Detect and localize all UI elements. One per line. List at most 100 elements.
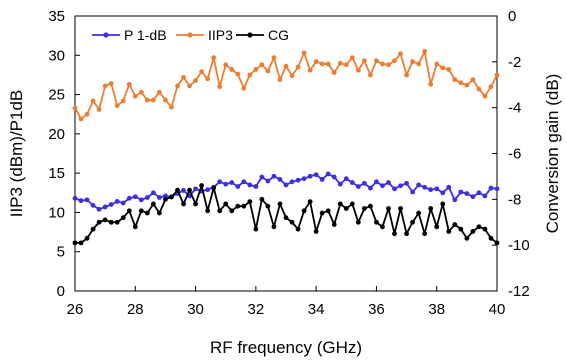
data-point [90, 202, 96, 208]
x-tick-label: 36 [368, 301, 385, 318]
data-point [253, 67, 259, 72]
data-point [416, 182, 422, 188]
data-point [102, 83, 108, 89]
data-point [494, 186, 500, 192]
data-point [355, 67, 361, 73]
data-point [205, 187, 211, 193]
data-point [398, 206, 403, 211]
data-point [271, 173, 277, 179]
data-point [386, 206, 391, 211]
data-point [126, 195, 132, 201]
data-point [355, 219, 361, 225]
data-point [229, 208, 235, 214]
data-point [470, 194, 476, 200]
data-point [488, 84, 494, 90]
right-tick-label: -2 [508, 54, 521, 71]
left-axis-title: IIP3 (dBm)/P1dB [7, 90, 26, 218]
data-point [440, 190, 446, 196]
data-point [458, 226, 464, 232]
data-point [392, 186, 397, 192]
series-iip3 [72, 48, 500, 122]
data-point [446, 67, 452, 72]
data-point [169, 104, 174, 110]
data-point [410, 219, 415, 225]
data-point [464, 191, 470, 196]
data-point [150, 97, 156, 103]
legend-label: P 1-dB [124, 27, 167, 43]
data-point [150, 190, 156, 196]
data-point [205, 208, 211, 214]
data-point [169, 194, 174, 200]
data-point [410, 59, 415, 64]
data-point [319, 210, 325, 216]
data-point [229, 67, 235, 72]
data-point [325, 61, 331, 67]
data-point [259, 174, 265, 180]
data-point [380, 61, 385, 67]
data-point [138, 89, 144, 95]
data-point [175, 187, 180, 193]
data-point [331, 70, 337, 75]
data-point [476, 190, 482, 196]
data-point [361, 180, 367, 186]
data-point [181, 188, 186, 193]
data-point [72, 105, 78, 111]
data-point [313, 172, 319, 178]
data-point [458, 189, 464, 195]
data-point [392, 231, 397, 237]
data-point [331, 222, 337, 227]
data-point [126, 81, 132, 87]
data-point [72, 240, 78, 246]
legend-entry: CG [236, 27, 289, 43]
data-point [259, 196, 265, 202]
data-point [120, 98, 126, 104]
data-point [102, 204, 108, 210]
data-point [187, 187, 192, 193]
data-point [476, 224, 482, 230]
data-point [440, 65, 446, 71]
data-point [488, 235, 494, 241]
left-tick-label: 5 [57, 244, 65, 261]
data-point [470, 229, 476, 234]
data-point [374, 219, 379, 225]
data-point [84, 197, 90, 203]
data-point [343, 206, 349, 211]
legend-entry: P 1-dB [92, 27, 167, 43]
data-point [193, 186, 198, 192]
data-point [428, 81, 434, 87]
right-tick-label: -10 [508, 237, 530, 254]
data-point [307, 199, 313, 205]
data-point [199, 183, 205, 188]
data-point [283, 215, 289, 221]
data-point [259, 62, 265, 68]
data-point [452, 222, 458, 227]
data-point [132, 224, 138, 230]
data-point [271, 224, 277, 230]
left-tick-label: 15 [48, 165, 65, 182]
data-point [337, 181, 343, 187]
data-point [265, 68, 271, 74]
left-tick-label: 10 [48, 204, 65, 221]
data-point [283, 182, 289, 188]
legend-label: IIP3 [208, 27, 233, 43]
data-point [374, 58, 379, 64]
data-point [422, 48, 428, 54]
data-point [108, 81, 114, 86]
data-point [289, 73, 295, 79]
data-point [157, 210, 162, 216]
data-point [126, 208, 132, 214]
data-point [307, 67, 313, 73]
data-point [235, 184, 241, 189]
data-point [428, 187, 434, 193]
data-point [90, 98, 96, 104]
data-point [464, 235, 470, 241]
data-point [380, 224, 385, 230]
data-point [144, 195, 150, 200]
series-layer [72, 48, 500, 246]
data-point [211, 185, 217, 191]
data-point [96, 219, 102, 225]
x-tick-label: 40 [489, 301, 506, 318]
legend-swatch-marker [103, 32, 109, 38]
data-point [428, 206, 434, 211]
data-point [398, 183, 403, 189]
